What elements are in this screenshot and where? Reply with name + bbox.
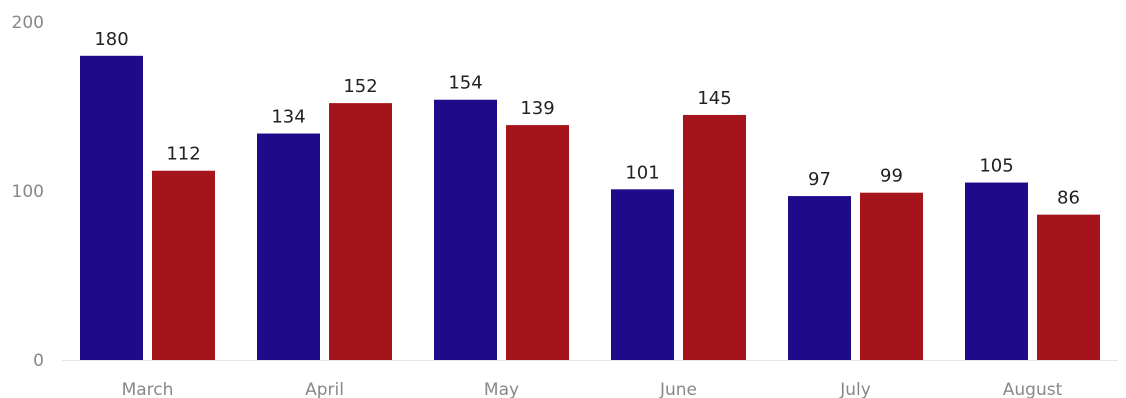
data-label: 112 [166,144,200,165]
bar-series-1-august [965,182,1028,360]
bar-series-1-march [80,55,143,361]
data-labels: 180 112 134 152 154 139 101 145 97 99 105 86 [94,29,1080,209]
bar-series-2-april [329,103,392,361]
x-tick-label: August [1003,380,1063,398]
data-label: 99 [880,166,903,187]
bar-series-2-july [860,192,923,360]
data-label: 139 [520,98,554,119]
bar-series-2-march [152,170,215,360]
data-label: 154 [448,73,482,94]
x-tick-label: June [659,380,697,398]
bar-series-1-june [611,189,674,360]
data-label: 145 [697,88,731,109]
bars [80,55,1100,361]
data-label: 97 [808,169,831,190]
bar-series-2-june [683,114,746,360]
bar-series-1-july [788,196,851,360]
bar-series-2-may [506,125,569,360]
data-label: 180 [94,29,128,50]
data-label: 86 [1057,188,1080,209]
data-label: 152 [343,76,377,97]
bar-series-1-april [257,133,320,360]
x-tick-label: May [484,380,519,398]
x-tick-label: July [839,380,871,398]
x-tick-label: April [305,380,344,398]
data-label: 134 [271,107,305,128]
y-tick-label: 0 [33,351,44,371]
x-axis: March April May June July August [122,380,1063,398]
data-label: 105 [979,156,1013,177]
y-tick-label: 200 [12,13,44,33]
data-label: 101 [625,162,659,183]
x-tick-label: March [122,380,174,398]
y-axis: 0 100 200 [12,13,44,371]
bar-series-2-august [1037,214,1100,360]
y-tick-label: 100 [12,182,44,202]
bar-series-1-may [434,99,497,361]
